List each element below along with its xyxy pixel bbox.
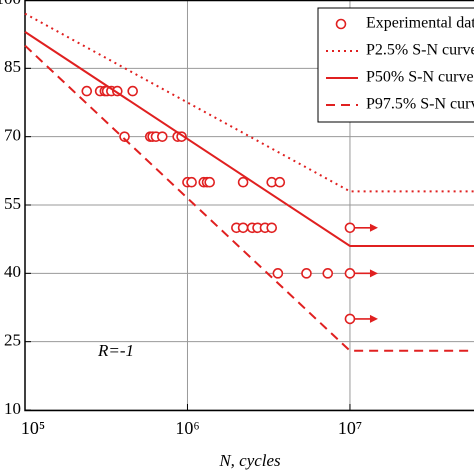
data-point xyxy=(272,268,284,279)
y-tick-label: 40 xyxy=(4,262,21,281)
runout-arrowhead xyxy=(369,269,378,278)
x-axis-label: N, cycles xyxy=(218,451,281,470)
x-tick-label: 10⁵ xyxy=(21,418,45,438)
data-point xyxy=(204,176,215,188)
annotation: R=-1 xyxy=(97,341,134,360)
data-point xyxy=(81,85,93,97)
legend-label: P97.5% S-N curve xyxy=(366,96,474,113)
data-point xyxy=(157,131,168,142)
data-point xyxy=(322,268,334,279)
x-tick-label: 10⁷ xyxy=(338,418,362,438)
data-point xyxy=(127,85,138,97)
y-tick-label: 55 xyxy=(4,194,21,213)
y-tick-label: 100 xyxy=(0,0,21,8)
legend-label: Experimental data xyxy=(366,15,474,32)
runout-arrowhead xyxy=(369,314,378,323)
legend-label: P50% S-N curve xyxy=(366,69,474,86)
y-tick-label: 25 xyxy=(4,331,21,350)
plot-frame xyxy=(24,0,474,412)
sn-curve xyxy=(24,44,474,352)
data-point xyxy=(344,268,356,279)
legend-label: P2.5% S-N curve xyxy=(366,42,474,59)
data-point xyxy=(119,131,130,142)
data-point xyxy=(186,176,197,188)
sn-curve xyxy=(24,31,474,247)
legend-marker xyxy=(335,18,347,30)
y-tick-label: 10 xyxy=(4,399,21,418)
data-point xyxy=(301,268,312,279)
data-point xyxy=(274,176,286,188)
legend-box xyxy=(317,7,474,123)
data-point xyxy=(344,222,356,234)
data-point xyxy=(344,313,356,325)
y-tick-label: 70 xyxy=(4,126,21,145)
data-point xyxy=(237,176,249,188)
data-point xyxy=(237,222,249,234)
data-point xyxy=(266,222,278,234)
x-tick-label: 10⁶ xyxy=(175,418,199,438)
runout-arrowhead xyxy=(369,223,378,232)
y-tick-label: 85 xyxy=(4,57,21,76)
